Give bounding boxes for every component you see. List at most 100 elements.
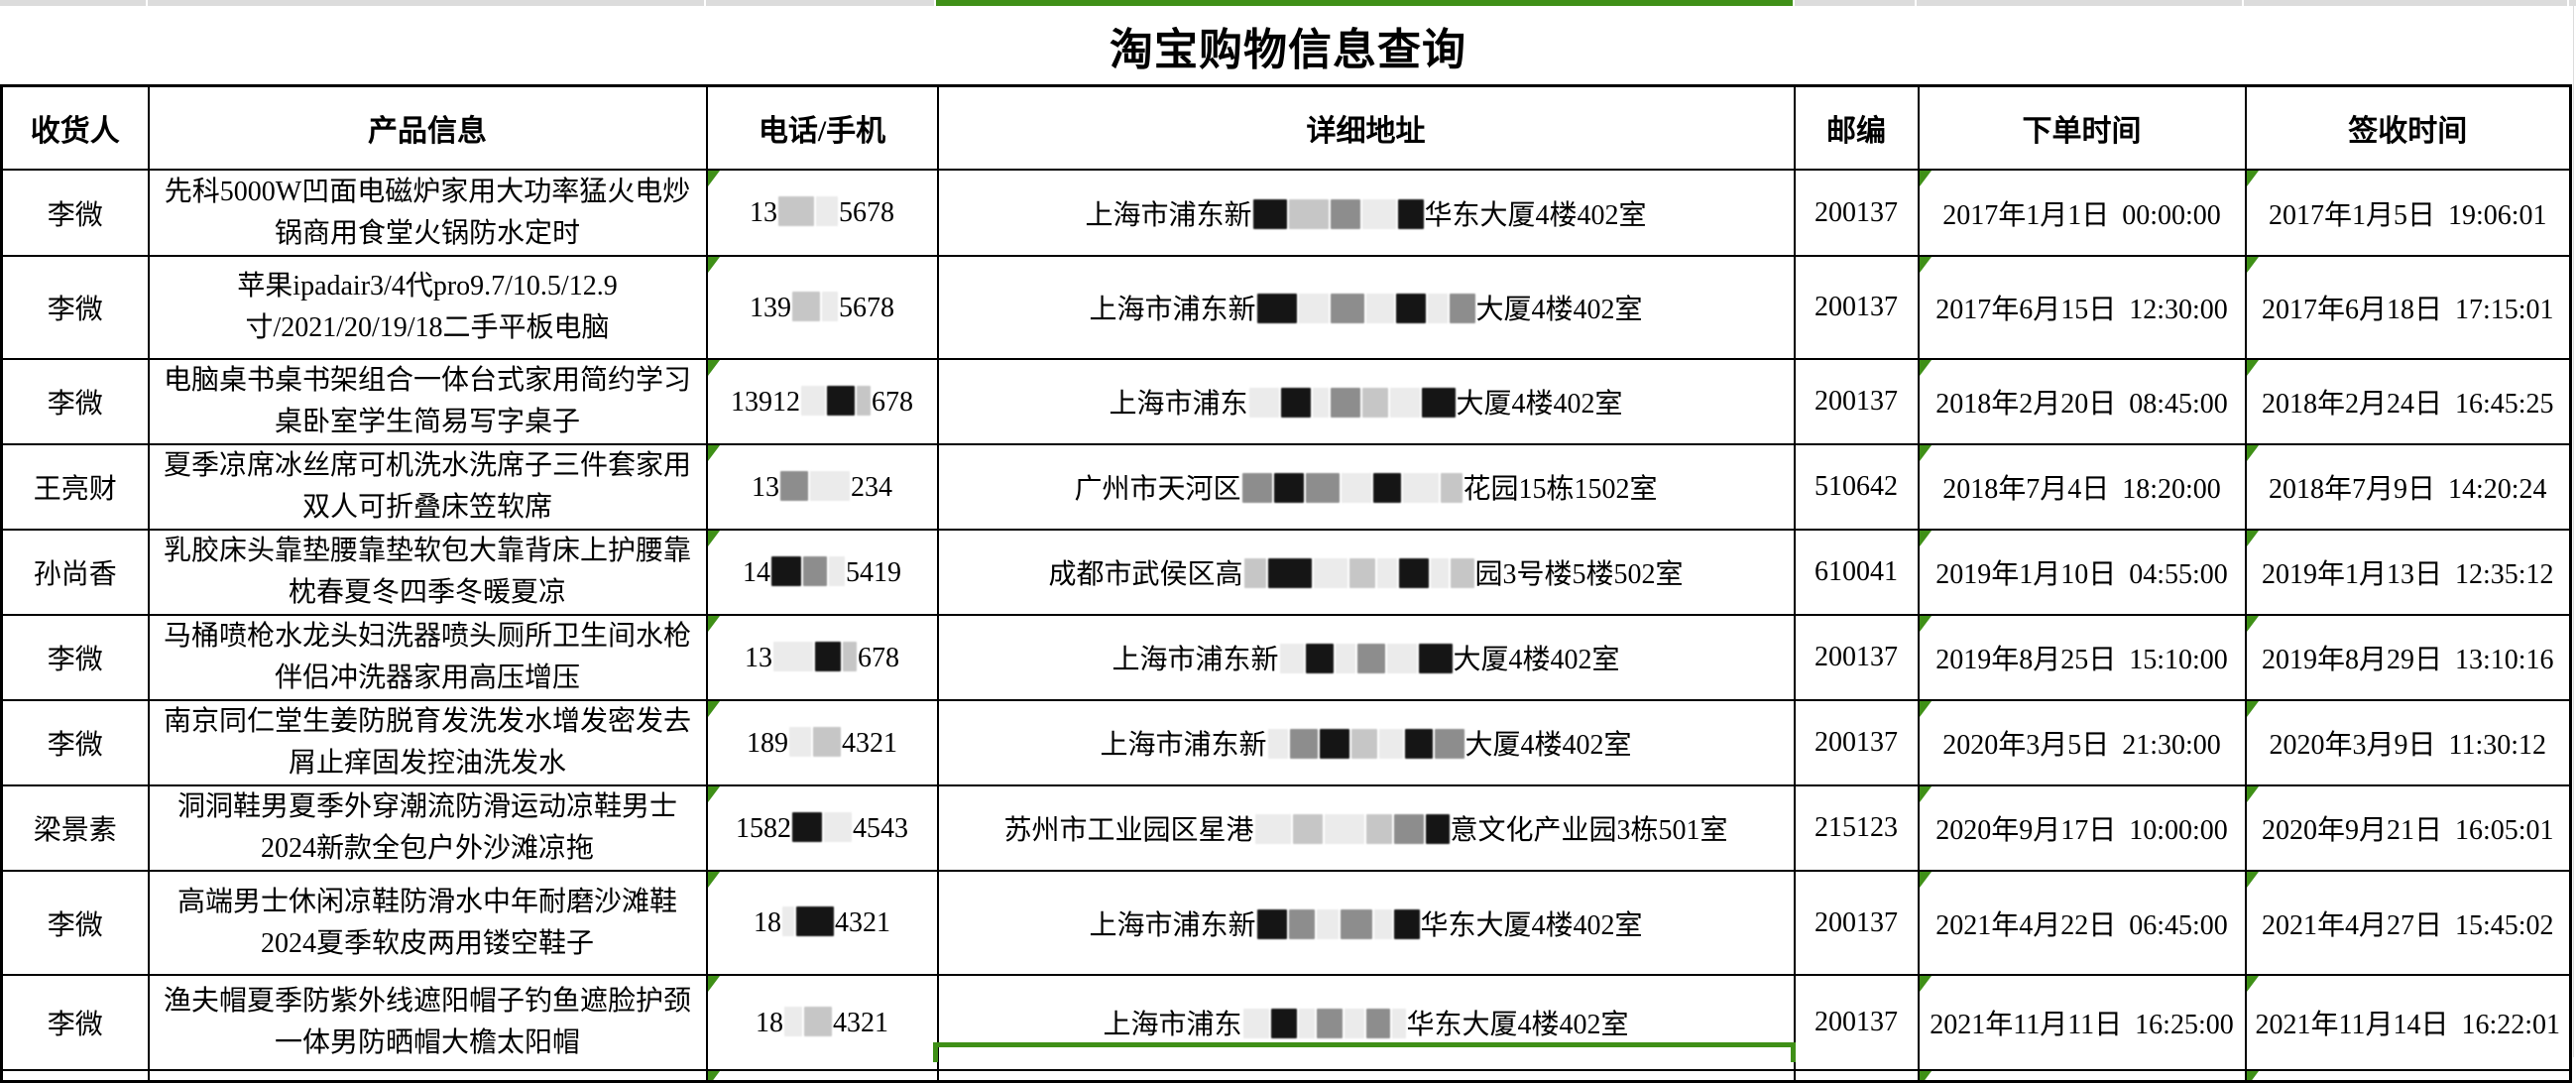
cell-recipient[interactable]: 王亮财 [0,443,150,531]
cell-order-time[interactable]: 2021年11月11日 16:25:00 [1917,974,2247,1071]
cell-order-time[interactable]: 2018年7月4日 18:20:00 [1917,443,2247,531]
cell-recipient[interactable]: 李微 [0,614,150,701]
cell-receipt-time[interactable]: 2018年2月24日 16:45:25 [2244,358,2572,445]
cell-product[interactable]: 马桶喷枪水龙头妇洗器喷头厕所卫生间水枪伴侣冲洗器家用高压增压 [147,614,708,701]
column-header-phone[interactable]: 电话/手机 [705,84,939,171]
cell-recipient[interactable]: 梁景素 [0,784,150,872]
cell-postal[interactable]: 610041 [1793,529,1920,616]
cell-receipt-time[interactable]: 2020年9月21日 16:05:01 [2244,784,2572,872]
visible-text: 4321 [842,727,897,759]
cell-order-time[interactable]: 2017年1月1日 00:00:00 [1917,169,2247,257]
redaction-block [1434,729,1464,759]
column-header-receipt[interactable]: 签收时间 [2244,84,2572,171]
column-header-product[interactable]: 产品信息 [147,84,708,171]
cell-order-time[interactable]: 2018年2月20日 08:45:00 [1917,358,2247,445]
redaction-block [1298,294,1329,323]
cell-product[interactable]: 夏季凉席冰丝席可机洗水洗席子三件套家用双人可折叠床笠软席 [147,443,708,531]
table-row: 李微 高端男士休闲凉鞋防滑水中年耐磨沙滩鞋2024夏季软皮两用镂空鞋子 18 43… [0,870,2572,976]
cell-recipient[interactable]: 李微 [0,974,150,1071]
cell-postal[interactable]: 200137 [1793,614,1920,701]
cell-order-time[interactable]: 2020年3月5日 21:30:00 [1917,699,2247,786]
cell-order-time[interactable]: 2019年8月25日 15:10:00 [1917,614,2247,701]
cell-address[interactable]: 苏州市工业园区星港 意文化产业园3栋501室 [936,784,1796,872]
column-header-recipient[interactable]: 收货人 [0,84,150,171]
cell-product[interactable]: 渔夫帽夏季防紫外线遮阳帽子钓鱼遮脸护颈一体男防晒帽大檐太阳帽 [147,974,708,1071]
cell-phone[interactable]: 13 5678 [705,169,939,257]
redaction-block [1252,198,1287,229]
cell-address[interactable]: 上海市浦东新 华东大厦4楼402室 [936,870,1796,976]
cell-recipient[interactable] [0,1069,150,1083]
cell-address[interactable]: 上海市浦东 华东大厦4楼402室 [936,974,1796,1071]
column-header-address[interactable]: 详细地址 [936,84,1796,171]
cell-product[interactable]: 先科5000W凹面电磁炉家用大功率猛火电炒锅商用食堂火锅防水定时 [147,169,708,257]
cell-phone[interactable]: 139 5678 [705,255,939,360]
cell-phone[interactable]: 189 4321 [705,699,939,786]
column-header-order[interactable]: 下单时间 [1917,84,2247,171]
visible-text: 大厦4楼402室 [1453,645,1620,675]
cell-recipient[interactable]: 孙尚香 [0,529,150,616]
cell-address[interactable]: 上海市浦东新 大厦4楼402室 [936,699,1796,786]
cell-receipt-time[interactable]: 2017年6月18日 17:15:01 [2244,255,2572,360]
table-row: 李微 苹果ipadair3/4代pro9.7/10.5/12.9寸/2021/2… [0,255,2572,360]
cell-postal[interactable]: 200137 [1793,169,1920,257]
cell-receipt-time[interactable]: 2021年11月14日 16:22:01 [2244,974,2572,1071]
cell-order-time[interactable]: 2019年1月10日 04:55:00 [1917,529,2247,616]
cell-postal[interactable]: 200137 [1793,870,1920,976]
cell-order-time[interactable] [1917,1069,2247,1083]
cell-order-time[interactable]: 2017年6月15日 12:30:00 [1917,255,2247,360]
redaction-block [857,385,871,416]
cell-postal[interactable]: 215123 [1793,784,1920,872]
column-header-postal[interactable]: 邮编 [1793,84,1920,171]
cell-recipient[interactable]: 李微 [0,870,150,976]
cell-recipient[interactable]: 李微 [0,699,150,786]
error-indicator-triangle [708,361,720,376]
redaction-block [1305,473,1340,503]
cell-phone[interactable]: 14 5419 [705,529,939,616]
cell-recipient[interactable]: 李微 [0,169,150,257]
error-indicator-triangle [1920,873,1932,888]
cell-phone[interactable] [705,1069,939,1083]
cell-address[interactable]: 上海市浦东新 华东大厦4楼402室 [936,169,1796,257]
cell-product[interactable]: 乳胶床头靠垫腰靠垫软包大靠背床上护腰靠枕春夏冬四季冬暖夏凉 [147,529,708,616]
cell-recipient[interactable]: 李微 [0,255,150,360]
cell-address[interactable]: 上海市浦东新 大厦4楼402室 [936,614,1796,701]
cell-phone[interactable]: 13 678 [705,614,939,701]
cell-phone[interactable]: 13912 678 [705,358,939,445]
cell-phone[interactable]: 18 4321 [705,870,939,976]
cell-address[interactable]: 广州市天河区 花园15栋1502室 [936,443,1796,531]
cell-recipient[interactable]: 李微 [0,358,150,445]
cell-phone[interactable]: 1582 4543 [705,784,939,872]
cell-phone[interactable]: 13 234 [705,443,939,531]
cell-receipt-time[interactable]: 2020年3月9日 11:30:12 [2244,699,2572,786]
cell-receipt-time[interactable]: 2021年4月27日 15:45:02 [2244,870,2572,976]
cell-receipt-time[interactable]: 2017年1月5日 19:06:01 [2244,169,2572,257]
cell-postal[interactable]: 200137 [1793,255,1920,360]
redaction-block [1248,388,1279,418]
cell-product[interactable]: 苹果ipadair3/4代pro9.7/10.5/12.9寸/2021/20/1… [147,255,708,360]
redaction-block [829,555,845,586]
cell-receipt-time[interactable]: 2019年1月13日 12:35:12 [2244,529,2572,616]
column-header-strip[interactable] [0,0,2576,6]
cell-product[interactable]: 洞洞鞋男夏季外穿潮流防滑运动凉鞋男士2024新款全包户外沙滩凉拖 [147,784,708,872]
cell-product[interactable]: 南京同仁堂生姜防脱育发洗发水增发密发去屑止痒固发控油洗发水 [147,699,708,786]
cell-postal[interactable] [1793,1069,1920,1083]
cell-address[interactable]: 上海市浦东新 大厦4楼402室 [936,255,1796,360]
cell-postal[interactable]: 200137 [1793,974,1920,1071]
cell-postal[interactable]: 200137 [1793,699,1920,786]
cell-address[interactable]: 成都市武侯区高 园3号楼5楼502室 [936,529,1796,616]
cell-product[interactable]: 高端男士休闲凉鞋防滑水中年耐磨沙滩鞋2024夏季软皮两用镂空鞋子 [147,870,708,976]
visible-text: 上海市浦东新 [1085,199,1252,231]
cell-order-time[interactable]: 2021年4月22日 06:45:00 [1917,870,2247,976]
cell-order-time[interactable]: 2020年9月17日 10:00:00 [1917,784,2247,872]
cell-postal[interactable]: 200137 [1793,358,1920,445]
cell-product[interactable] [147,1069,708,1083]
cell-phone[interactable]: 18 4321 [705,974,939,1071]
cell-receipt-time[interactable]: 2018年7月9日 14:20:24 [2244,443,2572,531]
cell-receipt-time[interactable] [2244,1069,2572,1083]
error-indicator-triangle [708,977,720,992]
cell-address[interactable] [936,1069,1796,1083]
cell-product[interactable]: 电脑桌书桌书架组合一体台式家用简约学习桌卧室学生简易写字桌子 [147,358,708,445]
cell-receipt-time[interactable]: 2019年8月29日 13:10:16 [2244,614,2572,701]
cell-postal[interactable]: 510642 [1793,443,1920,531]
cell-address[interactable]: 上海市浦东 大厦4楼402室 [936,358,1796,445]
